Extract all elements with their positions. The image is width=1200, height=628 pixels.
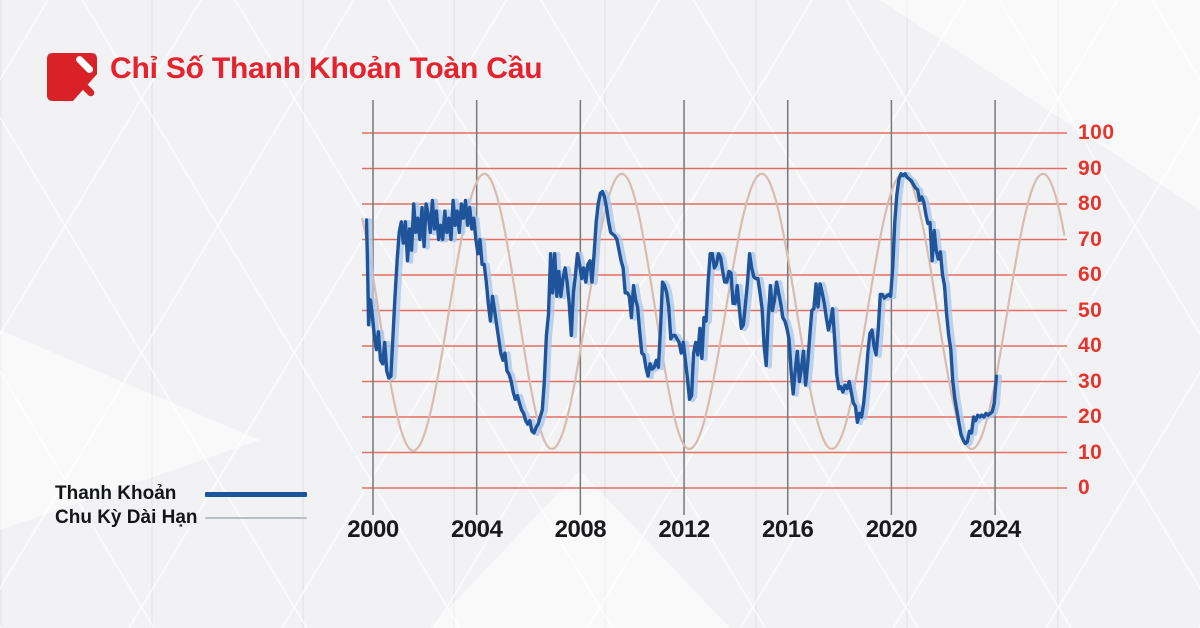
y-axis-label-40: 40: [1078, 334, 1103, 357]
chart-legend: Thanh Khoản Chu Kỳ Dài Hạn: [55, 482, 307, 530]
y-axis-label-10: 10: [1078, 440, 1103, 464]
page-title: Chỉ Số Thanh Khoản Toàn Cầu: [110, 52, 543, 85]
x-axis-label-2024: 2024: [969, 516, 1021, 543]
y-axis-label-0: 0: [1078, 476, 1091, 499]
x-axis-label-2008: 2008: [554, 516, 607, 543]
legend-swatch-liquidity: [205, 491, 307, 497]
y-axis-label-50: 50: [1078, 298, 1103, 322]
x-axis-label-2020: 2020: [865, 516, 918, 543]
legend-swatch-cycle: [205, 517, 307, 519]
x-axis-label-2012: 2012: [658, 516, 710, 543]
legend-label-liquidity: Thanh Khoản: [55, 483, 177, 504]
legend-item-cycle: Chu Kỳ Dài Hạn: [55, 506, 307, 530]
y-axis-label-100: 100: [1078, 121, 1115, 144]
y-axis-label-90: 90: [1078, 156, 1103, 180]
legend-item-liquidity: Thanh Khoản: [55, 482, 307, 506]
y-axis-label-70: 70: [1078, 227, 1103, 251]
x-axis-label-2000: 2000: [347, 516, 399, 543]
legend-label-cycle: Chu Kỳ Dài Hạn: [55, 507, 198, 528]
brand-logo: [47, 53, 97, 101]
y-axis-label-80: 80: [1078, 192, 1103, 215]
x-axis-label-2016: 2016: [762, 516, 814, 543]
y-axis-label-20: 20: [1078, 405, 1103, 428]
y-axis-label-30: 30: [1078, 369, 1103, 393]
y-axis-label-60: 60: [1078, 263, 1103, 286]
x-axis-label-2004: 2004: [450, 516, 503, 543]
